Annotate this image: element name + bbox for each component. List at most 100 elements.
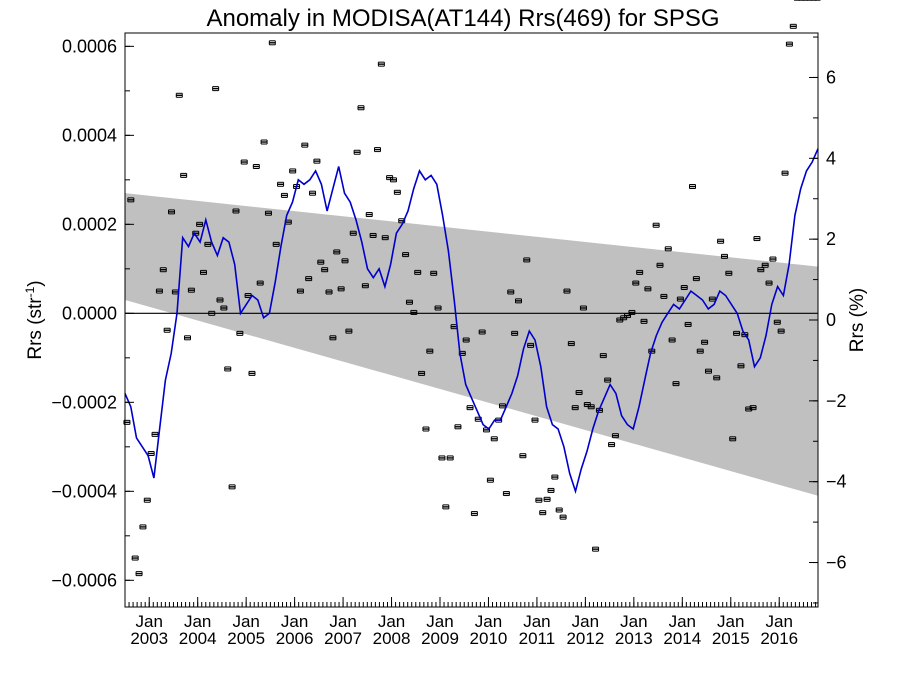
data-point — [628, 309, 636, 315]
y-tick-label: 0.0004 — [62, 125, 117, 145]
data-point — [252, 163, 260, 169]
data-point — [268, 40, 276, 46]
y2-tick-label: −2 — [826, 391, 847, 411]
data-point — [785, 41, 793, 47]
data-point — [511, 330, 519, 336]
x-tick-year: 2005 — [227, 629, 265, 648]
x-tick-year: 2006 — [276, 629, 314, 648]
data-point — [454, 424, 462, 430]
data-point — [163, 327, 171, 333]
data-point — [535, 497, 543, 503]
data-point — [321, 267, 329, 273]
data-point — [357, 105, 365, 111]
data-point — [507, 289, 515, 295]
data-point — [232, 208, 240, 214]
x-tick-year: 2013 — [615, 629, 653, 648]
data-point — [737, 363, 745, 369]
data-point — [543, 496, 551, 502]
data-point — [329, 335, 337, 341]
x-tick-month: Jan — [184, 612, 211, 631]
x-axis: Jan2003Jan2004Jan2005Jan2006Jan2007Jan20… — [124, 597, 817, 648]
data-point — [159, 267, 167, 273]
data-point — [765, 280, 773, 286]
data-point — [604, 377, 612, 383]
data-point — [466, 405, 474, 411]
trend-band — [125, 193, 818, 496]
data-point — [143, 497, 151, 503]
data-point — [317, 259, 325, 265]
y-tick-label: −0.0002 — [51, 392, 117, 412]
y-tick-label: 0.0000 — [62, 303, 117, 323]
y2-tick-label: −4 — [826, 472, 847, 492]
data-point — [777, 328, 785, 334]
x-tick-month: Jan — [475, 612, 502, 631]
data-point — [490, 436, 498, 442]
data-point — [587, 404, 595, 410]
data-point — [753, 236, 761, 242]
data-point — [147, 450, 155, 456]
data-point — [131, 555, 139, 561]
data-point — [592, 546, 600, 552]
data-point — [523, 257, 531, 263]
x-tick-year: 2008 — [373, 629, 411, 648]
data-point — [200, 269, 208, 275]
data-point — [636, 269, 644, 275]
data-point — [377, 61, 385, 67]
y2-tick-label: 4 — [826, 148, 836, 168]
data-point — [575, 390, 583, 396]
data-point — [717, 238, 725, 244]
data-point — [369, 232, 377, 238]
data-point — [696, 348, 704, 354]
data-point — [309, 190, 317, 196]
data-point — [277, 181, 285, 187]
data-point — [652, 222, 660, 228]
data-point — [405, 299, 413, 305]
y-axis-label-close: ) — [25, 280, 46, 286]
data-point — [470, 511, 478, 517]
data-point — [660, 293, 668, 299]
data-point — [599, 353, 607, 359]
data-point — [184, 335, 192, 341]
y-tick-label: 0.0006 — [62, 36, 117, 56]
data-point — [442, 504, 450, 510]
data-point — [389, 177, 397, 183]
smoothed-line — [124, 148, 819, 495]
data-point — [761, 262, 769, 268]
data-point — [773, 319, 781, 325]
x-tick-month: Jan — [329, 612, 356, 631]
data-point — [668, 337, 676, 343]
data-point — [531, 417, 539, 423]
data-point — [430, 270, 438, 276]
data-point — [656, 262, 664, 268]
data-point — [135, 571, 143, 577]
data-point — [608, 442, 616, 448]
x-tick-month: Jan — [378, 612, 405, 631]
data-point — [296, 288, 304, 294]
data-point — [579, 305, 587, 311]
data-point — [353, 149, 361, 155]
data-point — [781, 170, 789, 176]
x-tick-month: Jan — [136, 612, 163, 631]
x-tick-month: Jan — [281, 612, 308, 631]
data-point — [527, 342, 535, 348]
data-point — [733, 330, 741, 336]
data-point — [713, 375, 721, 381]
data-point — [228, 484, 236, 490]
y-tick-label: −0.0004 — [51, 481, 117, 501]
data-point — [402, 252, 410, 258]
x-tick-month: Jan — [523, 612, 550, 631]
data-point — [672, 381, 680, 387]
y-axis-label-main: Rrs (str — [25, 297, 46, 360]
x-tick-year: 2003 — [130, 629, 168, 648]
data-point — [305, 276, 313, 282]
data-point — [692, 276, 700, 282]
data-point — [749, 405, 757, 411]
x-tick-year: 2012 — [566, 629, 604, 648]
data-point — [462, 337, 470, 343]
x-tick-month: Jan — [717, 612, 744, 631]
x-tick-month: Jan — [426, 612, 453, 631]
data-point — [551, 474, 559, 480]
data-point — [438, 455, 446, 461]
data-point — [418, 370, 426, 376]
data-point — [680, 285, 688, 291]
